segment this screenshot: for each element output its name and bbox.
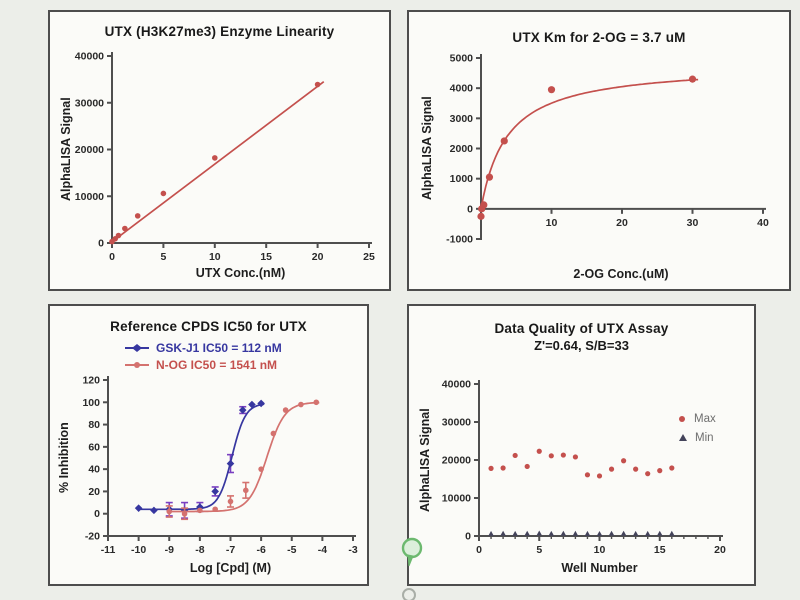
svg-text:10: 10 (594, 544, 606, 556)
svg-text:0: 0 (94, 508, 100, 520)
svg-text:20: 20 (714, 544, 726, 556)
max-legend-marker (679, 415, 685, 422)
svg-text:-5: -5 (287, 544, 296, 556)
legend: GSK-J1 IC50 = 112 nM N-OG IC50 = 1541 nM (124, 339, 282, 373)
svg-text:20: 20 (312, 251, 324, 263)
svg-text:120: 120 (82, 375, 100, 387)
svg-text:2000: 2000 (450, 143, 474, 155)
svg-text:0: 0 (98, 238, 104, 250)
svg-text:100: 100 (82, 397, 100, 409)
svg-text:10000: 10000 (442, 493, 471, 505)
legend: Max Min (679, 409, 716, 447)
svg-text:25: 25 (363, 251, 375, 263)
svg-text:3000: 3000 (450, 113, 474, 125)
svg-text:-9: -9 (165, 544, 174, 556)
svg-text:-11: -11 (101, 544, 116, 556)
legend-label: Min (695, 431, 714, 444)
svg-text:30: 30 (687, 217, 699, 229)
svg-text:30000: 30000 (442, 417, 471, 429)
x-axis-label: UTX Conc.(nM) (195, 266, 286, 280)
x-axis-label: Log [Cpd] (M) (189, 561, 272, 575)
svg-text:60: 60 (88, 441, 100, 453)
min-legend-marker (679, 434, 687, 441)
svg-text:10: 10 (209, 251, 221, 263)
legend-item-max: Max (679, 409, 716, 428)
plot-area-km: -1000 0 1000 2000 3000 4000 5000 10 20 30 40 (446, 53, 769, 246)
legend-item-n-og: N-OG IC50 = 1541 nM (124, 356, 282, 373)
svg-text:80: 80 (88, 419, 100, 431)
legend-label: Max (694, 412, 716, 425)
panel-ic50: Reference CPDS IC50 for UTX GSK-J1 IC50 … (48, 304, 369, 586)
legend-label: N-OG IC50 = 1541 nM (156, 357, 278, 372)
plot-area-data-quality: 0 10000 20000 30000 40000 0 5 10 15 20 (442, 379, 726, 557)
svg-text:10: 10 (546, 217, 558, 229)
legend-item-min: Min (679, 428, 716, 447)
x-axis-label: 2-OG Conc.(uM) (573, 267, 669, 281)
svg-text:1000: 1000 (450, 173, 474, 185)
x-axis-label: Well Number (561, 561, 638, 575)
svg-text:10000: 10000 (75, 191, 104, 203)
svg-text:40000: 40000 (442, 379, 471, 391)
svg-text:0: 0 (467, 203, 473, 215)
svg-text:5: 5 (536, 544, 542, 556)
chart-title: Data Quality of UTX Assay (494, 321, 669, 336)
svg-text:40: 40 (757, 217, 769, 229)
chart-subtitle: Z'=0.64, S/B=33 (534, 338, 629, 353)
chart-title: UTX Km for 2-OG = 3.7 uM (512, 30, 686, 45)
svg-text:-3: -3 (348, 544, 357, 556)
plot-area-enzyme-linearity: 0 10000 20000 30000 40000 0 5 10 15 20 25 (75, 51, 375, 264)
svg-text:-10: -10 (131, 544, 146, 556)
legend-item-gsk-j1: GSK-J1 IC50 = 112 nM (124, 339, 282, 356)
svg-text:5000: 5000 (450, 53, 474, 65)
chart-title: Reference CPDS IC50 for UTX (110, 319, 307, 334)
svg-text:-7: -7 (226, 544, 235, 556)
svg-text:20: 20 (616, 217, 628, 229)
svg-text:0: 0 (465, 531, 471, 543)
svg-text:0: 0 (476, 544, 482, 556)
svg-text:20000: 20000 (442, 455, 471, 467)
svg-text:40: 40 (88, 464, 100, 476)
svg-text:20: 20 (88, 486, 100, 498)
svg-text:-8: -8 (195, 544, 204, 556)
svg-text:20000: 20000 (75, 144, 104, 156)
svg-text:-4: -4 (318, 544, 327, 556)
panel-enzyme-linearity: UTX (H3K27me3) Enzyme Linearity AlphaLIS… (48, 10, 391, 291)
svg-text:-6: -6 (256, 544, 265, 556)
svg-text:5: 5 (160, 251, 166, 263)
svg-text:30000: 30000 (75, 97, 104, 109)
svg-text:15: 15 (654, 544, 666, 556)
svg-text:40000: 40000 (75, 51, 104, 63)
panel-data-quality: Data Quality of UTX Assay Z'=0.64, S/B=3… (407, 304, 756, 586)
green-pin-icon (401, 537, 423, 567)
svg-text:15: 15 (260, 251, 272, 263)
gsk-j1-legend-marker (125, 343, 149, 352)
n-og-legend-marker (125, 361, 149, 368)
gray-dot-icon (402, 588, 416, 600)
plot-area-ic50: -20 0 20 40 60 80 100 120 -11 -10 -9 -8 -7 -6 -5 -4 -3 (82, 375, 357, 557)
svg-text:4000: 4000 (450, 83, 474, 95)
chart-title: UTX (H3K27me3) Enzyme Linearity (104, 24, 335, 39)
svg-text:-20: -20 (85, 531, 100, 543)
svg-text:0: 0 (109, 251, 115, 263)
legend-label: GSK-J1 IC50 = 112 nM (156, 340, 282, 355)
svg-text:-1000: -1000 (446, 234, 473, 246)
panel-km: UTX Km for 2-OG = 3.7 uM AlphaLISA Signa… (407, 10, 791, 291)
